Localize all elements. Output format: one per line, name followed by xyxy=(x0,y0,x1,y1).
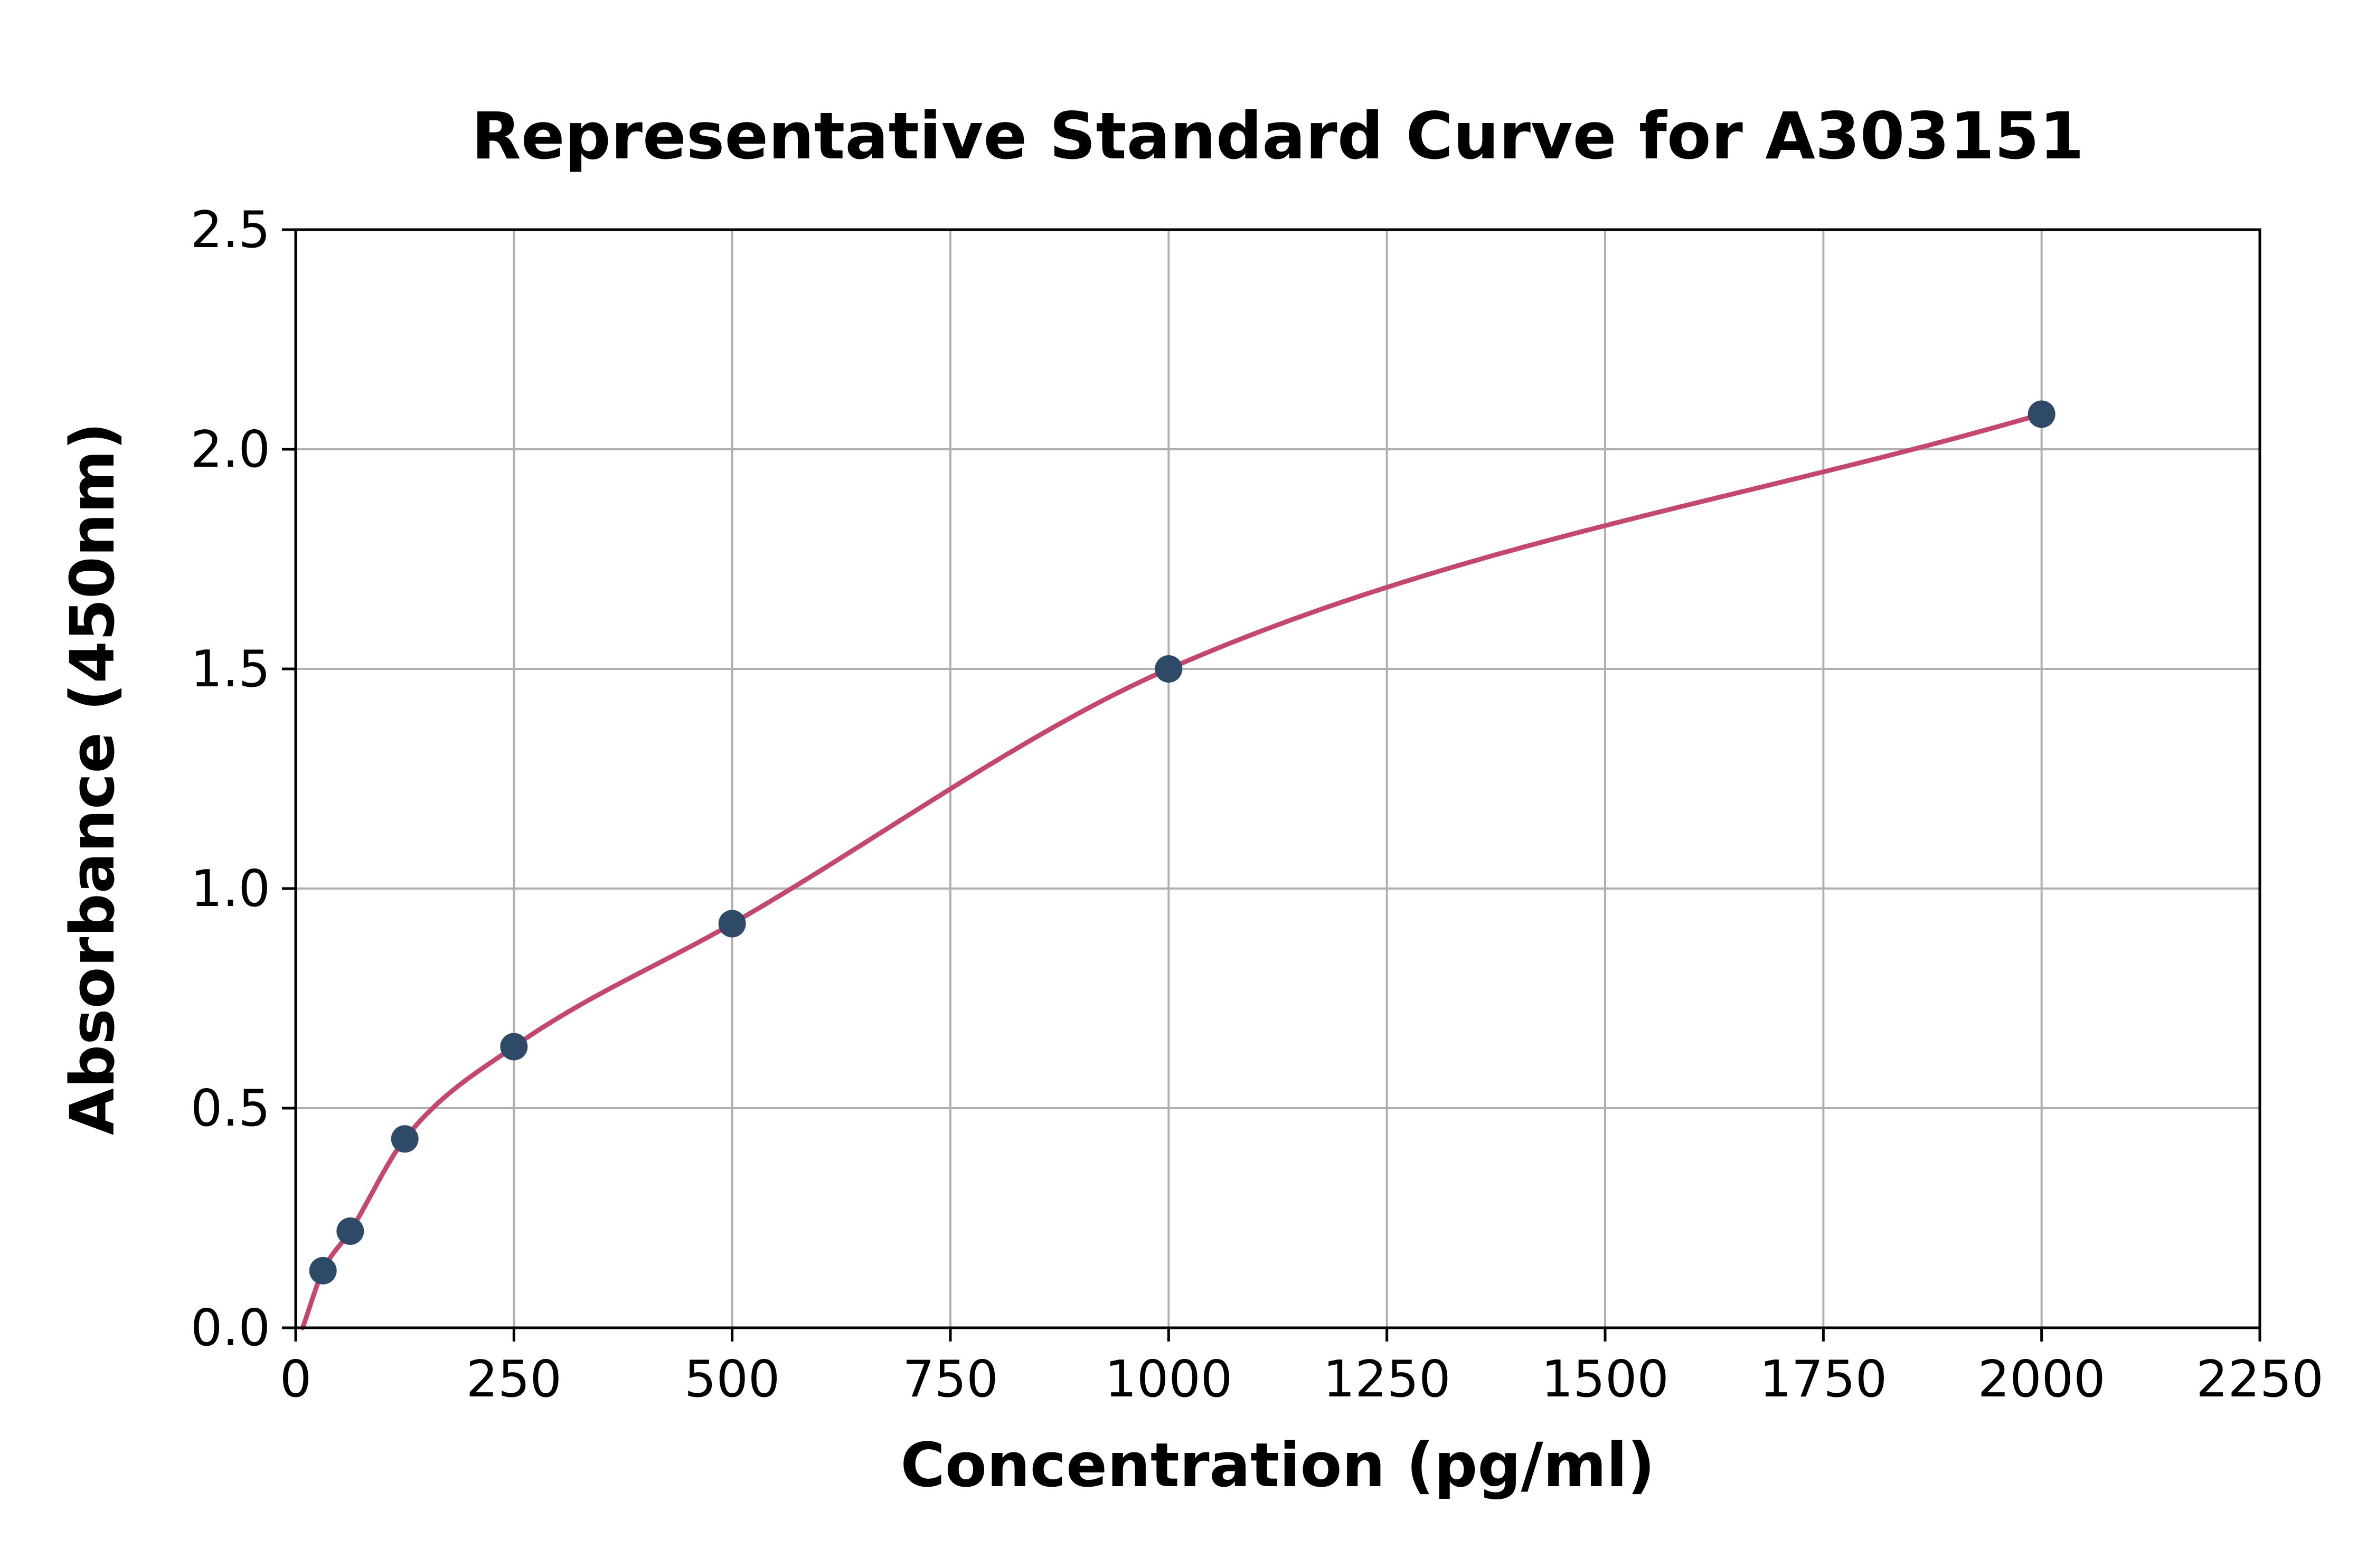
y-tick-label: 2.5 xyxy=(191,201,270,259)
x-tick-label: 0 xyxy=(280,1350,312,1409)
data-point xyxy=(1155,655,1183,683)
x-tick-label: 2250 xyxy=(2196,1350,2324,1409)
y-tick-label: 0.5 xyxy=(191,1080,270,1138)
data-point xyxy=(2028,400,2056,428)
plot-border xyxy=(294,228,2261,1329)
data-point xyxy=(500,1033,528,1061)
data-point xyxy=(309,1257,337,1284)
y-tick-label: 1.0 xyxy=(191,860,270,918)
plot-area: 0 250 500 750 1000 1250 1500 1750 2000 2250 0.0 0.5… xyxy=(191,201,2324,1409)
x-tick-label: 750 xyxy=(902,1350,998,1409)
data-point xyxy=(718,910,746,938)
y-tick-label: 0.0 xyxy=(191,1299,270,1357)
x-axis-label: Concentration (pg/ml) xyxy=(901,1430,1655,1501)
chart-title: Representative Standard Curve for A30315… xyxy=(472,99,2084,174)
y-axis-label: Absorbance (450nm) xyxy=(58,422,128,1135)
x-tick-label: 250 xyxy=(466,1350,562,1409)
fit-curve xyxy=(300,411,2044,1330)
x-tick-label: 1000 xyxy=(1105,1350,1232,1409)
y-tick-label: 1.5 xyxy=(191,640,270,698)
x-tick-label: 1750 xyxy=(1759,1350,1887,1409)
data-point xyxy=(391,1125,419,1153)
x-tick-label: 1500 xyxy=(1541,1350,1669,1409)
y-tick-label: 2.0 xyxy=(191,421,270,479)
data-point xyxy=(336,1217,364,1245)
x-tick-label: 500 xyxy=(684,1350,780,1409)
x-tick-label: 2000 xyxy=(1978,1350,2106,1409)
x-tick-label: 1250 xyxy=(1323,1350,1451,1409)
